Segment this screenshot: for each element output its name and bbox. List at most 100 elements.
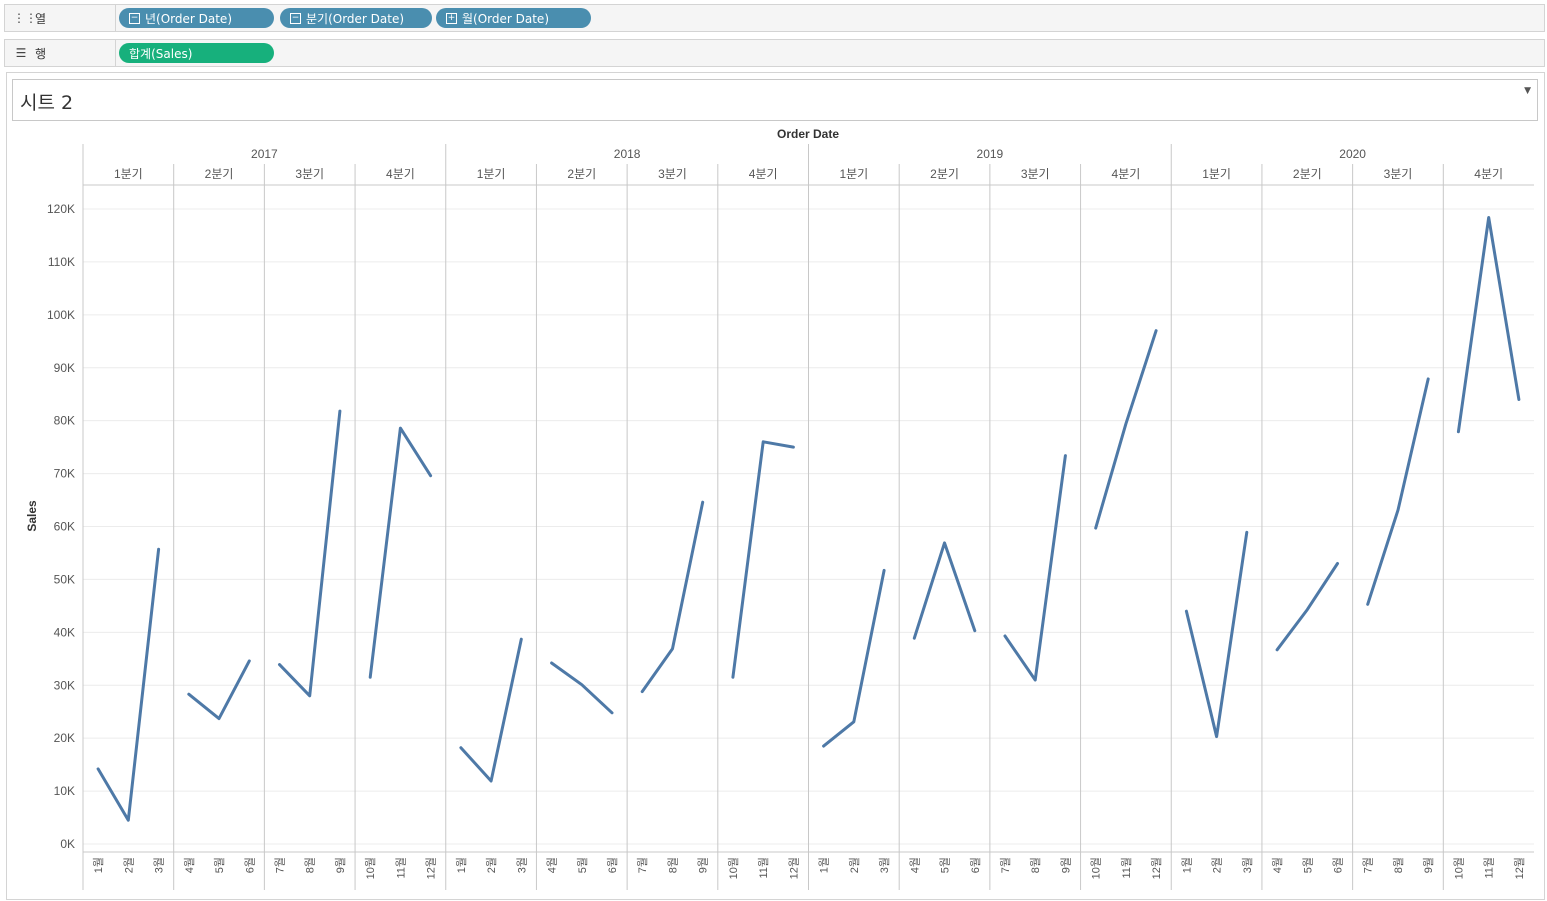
quarter-header: 2분기	[567, 167, 596, 181]
rows-shelf-label: ☰ 행	[5, 40, 116, 66]
month-label: 9월	[334, 857, 347, 873]
sum-sales-pill[interactable]: 합계(Sales)	[119, 43, 274, 63]
month-label: 5월	[213, 857, 226, 873]
sales-line-2018-q3	[640, 500, 705, 694]
sheet-title-box[interactable]: 시트 2 ▼	[12, 79, 1538, 121]
month-label: 5월	[1301, 857, 1314, 873]
month-label: 8월	[304, 857, 317, 873]
year-header: 2019	[977, 147, 1004, 161]
quarter-header: 1분기	[114, 167, 143, 181]
sales-line-2020-q4	[1456, 216, 1521, 434]
quarter-header: 1분기	[839, 167, 868, 181]
month-label: 6월	[243, 857, 256, 873]
month-label: 2월	[485, 857, 498, 873]
quarter-order-date-pill[interactable]: − 분기(Order Date)	[280, 8, 432, 28]
quarter-header: 4분기	[386, 167, 415, 181]
month-label: 5월	[576, 857, 589, 873]
quarter-header: 3분기	[658, 167, 687, 181]
sales-line-2018-q4	[731, 440, 795, 679]
sales-line-2017-q2	[187, 659, 251, 721]
month-label: 2월	[848, 857, 861, 873]
month-label: 9월	[1422, 857, 1435, 873]
month-label: 9월	[697, 857, 710, 873]
minus-box-icon[interactable]: −	[290, 12, 301, 24]
y-tick-label: 100K	[47, 308, 75, 322]
month-label: 4월	[183, 857, 196, 873]
quarter-header: 3분기	[1021, 167, 1050, 181]
year-header: 2017	[251, 147, 278, 161]
month-label: 11월	[757, 857, 770, 879]
sales-line-2019-q1	[822, 568, 886, 748]
columns-shelf-title: 열	[35, 11, 47, 26]
month-label: 8월	[667, 857, 680, 873]
sheet-title: 시트 2	[20, 92, 74, 114]
month-label: 12월	[1150, 857, 1163, 879]
month-order-date-pill[interactable]: + 월(Order Date)	[436, 8, 591, 28]
rows-shelf-title: 행	[35, 46, 47, 61]
month-label: 1월	[818, 857, 831, 873]
month-label: 7월	[274, 857, 287, 873]
y-tick-label: 110K	[48, 255, 75, 269]
month-label: 7월	[999, 857, 1012, 873]
y-tick-label: 120K	[47, 202, 75, 216]
month-label: 11월	[1483, 857, 1496, 879]
y-tick-label: 20K	[54, 731, 75, 745]
sales-line-2017-q4	[368, 426, 433, 679]
y-tick-label: 50K	[54, 572, 75, 586]
pill-label: 합계(Sales)	[129, 46, 193, 61]
sales-line-2020-q2	[1275, 562, 1339, 652]
columns-shelf: ⋮⋮ 열 − 년(Order Date) − 분기(Order Date) + …	[4, 4, 1545, 32]
month-label: 11월	[394, 857, 407, 879]
rows-icon: ☰	[15, 46, 27, 60]
sales-line-2019-q2	[912, 541, 977, 640]
y-tick-label: 60K	[54, 520, 75, 534]
month-label: 3월	[153, 857, 166, 873]
quarter-header: 2분기	[930, 167, 959, 181]
month-label: 3월	[878, 857, 891, 873]
month-label: 7월	[1362, 857, 1375, 873]
month-label: 2월	[1211, 857, 1224, 873]
plus-box-icon[interactable]: +	[446, 12, 457, 24]
sales-line-2019-q4	[1094, 329, 1158, 530]
sales-line-2019-q3	[1003, 454, 1067, 682]
y-tick-label: 40K	[54, 625, 75, 639]
quarter-header: 4분기	[1474, 167, 1503, 181]
minus-box-icon[interactable]: −	[129, 12, 140, 24]
column-headers: Order Date 2017 1분기 2분기 3분기 4분기 2018 1분기 2분기 3분기…	[114, 127, 1503, 181]
chevron-down-icon[interactable]: ▼	[1524, 86, 1531, 96]
month-label: 12월	[787, 857, 800, 879]
month-label: 1월	[455, 857, 468, 873]
y-tick-label: 80K	[54, 414, 75, 428]
year-header: 2018	[614, 147, 641, 161]
sales-line-2017-q1	[96, 547, 161, 822]
y-axis: Sales 0K 10K 20K 30K 40K 50K 60K 70K 80K 90K 100K 1…	[25, 202, 75, 851]
year-header: 2020	[1339, 147, 1366, 161]
month-label: 10월	[1452, 857, 1465, 879]
month-label: 6월	[969, 857, 982, 873]
sheet-panel	[6, 72, 1545, 900]
month-label: 8월	[1392, 857, 1405, 873]
columns-shelf-label: ⋮⋮ 열	[5, 5, 116, 31]
quarter-header: 4분기	[1112, 167, 1141, 181]
month-axis: 1월 2월 3월 4월 5월 6월 7월 8월 9월 10월 11월 12월 1월 2월 3월 4월 5월 6월 7…	[92, 857, 1526, 879]
pill-label: 년(Order Date)	[145, 11, 233, 26]
month-label: 10월	[1090, 857, 1103, 879]
y-axis-title: Sales	[25, 500, 39, 532]
month-label: 6월	[1332, 857, 1345, 873]
y-tick-label: 90K	[54, 361, 75, 375]
month-label: 3월	[1241, 857, 1254, 873]
pill-label: 월(Order Date)	[462, 11, 550, 26]
order-date-header: Order Date	[777, 127, 839, 141]
month-label: 3월	[515, 857, 528, 873]
sales-line-2020-q3	[1366, 377, 1430, 606]
month-label: 10월	[364, 857, 377, 879]
pane-separators	[82, 144, 1534, 890]
rows-shelf: ☰ 행 합계(Sales)	[4, 39, 1545, 67]
y-tick-label: 0K	[60, 837, 75, 851]
year-order-date-pill[interactable]: − 년(Order Date)	[119, 8, 274, 28]
sales-line-2020-q1	[1184, 530, 1249, 739]
month-label: 1월	[1180, 857, 1193, 873]
month-label: 7월	[636, 857, 649, 873]
quarter-header: 2분기	[205, 167, 234, 181]
month-label: 10월	[727, 857, 740, 879]
